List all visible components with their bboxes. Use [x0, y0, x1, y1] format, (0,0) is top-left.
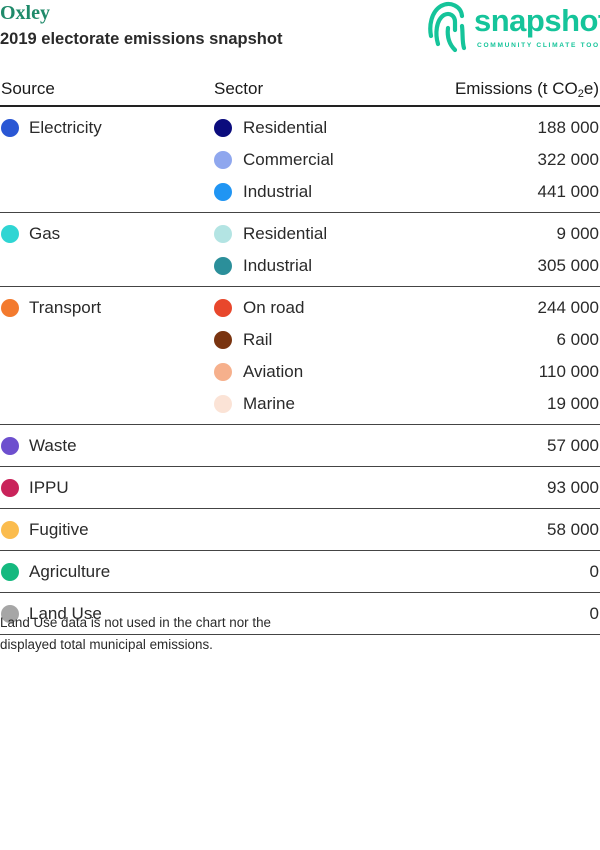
table-header: Source Sector Emissions (t CO2e) [0, 74, 600, 107]
source-label: Transport [29, 298, 102, 317]
table-row: 0 [0, 598, 600, 630]
emissions-column-header: Emissions (t CO2e) [454, 79, 599, 100]
table-row: Commercial 322 000 [0, 144, 600, 176]
source-group-fugitive: Fugitive 58 000 [0, 509, 600, 551]
source-label: Fugitive [29, 520, 89, 539]
fingerprint-icon [428, 1, 467, 53]
page-subtitle: 2019 electorate emissions snapshot [0, 30, 283, 48]
source-label: Agriculture [29, 562, 111, 581]
emissions-value: 57 000 [547, 436, 599, 455]
sector-color-dot [214, 395, 232, 413]
table-row: Rail 6 000 [0, 324, 600, 356]
source-label: Land Use [29, 604, 102, 623]
table-row: 57 000 [0, 430, 600, 462]
sector-label: Industrial [243, 256, 312, 275]
source-group-electricity: Electricity Residential 188 000 Commercial 3… [0, 107, 600, 213]
emissions-value: 58 000 [547, 520, 599, 539]
source-group-waste: Waste 57 000 [0, 425, 600, 467]
emissions-value: 0 [589, 562, 599, 581]
table-row: Industrial 441 000 [0, 176, 600, 208]
emissions-value: 19 000 [547, 394, 599, 413]
source-color-dot [1, 479, 19, 497]
sector-label: Commercial [243, 150, 334, 169]
source-group-transport: Transport On road 244 000 Rail 6 000 Aviation… [0, 287, 600, 425]
sector-label: Residential [243, 118, 328, 137]
sector-label: Aviation [243, 362, 304, 381]
sector-color-dot [214, 363, 232, 381]
source-label: Electricity [29, 118, 102, 137]
source-label: Waste [29, 436, 77, 455]
source-label: IPPU [29, 478, 69, 497]
table-row: 58 000 [0, 514, 600, 546]
emissions-value: 322 000 [537, 150, 599, 169]
source-color-dot [1, 605, 19, 623]
table-row: Marine 19 000 [0, 388, 600, 420]
sector-label: Rail [243, 330, 273, 349]
source-color-dot [1, 299, 19, 317]
footnote: Land Use data is not used in the chart n… [0, 615, 271, 652]
source-group-gas: Gas Residential 9 000 Industrial 305 000 [0, 213, 600, 287]
emissions-value: 244 000 [537, 298, 599, 317]
sector-label: On road [243, 298, 305, 317]
sector-label: Industrial [243, 182, 312, 201]
table-row: Aviation 110 000 [0, 356, 600, 388]
sector-color-dot [214, 225, 232, 243]
table-row: 0 [0, 556, 600, 588]
source-color-dot [1, 225, 19, 243]
sector-label: Marine [243, 394, 295, 413]
emissions-value: 441 000 [537, 182, 599, 201]
sector-color-dot [214, 299, 232, 317]
emissions-value: 110 000 [538, 362, 599, 381]
sector-color-dot [214, 119, 232, 137]
logo-wordmark: snapshot [474, 3, 600, 38]
source-color-dot [1, 437, 19, 455]
snapshot-logo: snapshot COMMUNITY CLIMATE TOOL [428, 0, 600, 54]
sector-color-dot [214, 331, 232, 349]
source-label: Gas [29, 224, 61, 243]
sector-label: Residential [243, 224, 328, 243]
emissions-value: 6 000 [556, 330, 599, 349]
logo-tagline: COMMUNITY CLIMATE TOOL [477, 42, 600, 49]
table-row: Residential 9 000 [0, 218, 600, 250]
source-group-ippu: IPPU 93 000 [0, 467, 600, 509]
source-group-agriculture: Agriculture 0 [0, 551, 600, 593]
emissions-value: 9 000 [556, 224, 599, 243]
emissions-value: 0 [589, 604, 599, 623]
source-column-header: Source [1, 79, 55, 98]
source-color-dot [1, 563, 19, 581]
emissions-value: 93 000 [547, 478, 599, 497]
emissions-value: 188 000 [537, 118, 599, 137]
sector-column-header: Sector [214, 79, 264, 98]
sector-color-dot [214, 183, 232, 201]
place-name: Oxley [0, 2, 50, 24]
sector-color-dot [214, 151, 232, 169]
emissions-value: 305 000 [537, 256, 599, 275]
sector-color-dot [214, 257, 232, 275]
table-row: Industrial 305 000 [0, 250, 600, 282]
table-row: Residential 188 000 [0, 112, 600, 144]
table-row: On road 244 000 [0, 292, 600, 324]
table-row: 93 000 [0, 472, 600, 504]
source-color-dot [1, 521, 19, 539]
source-color-dot [1, 119, 19, 137]
source-group-land-use: Land Use 0 [0, 593, 600, 635]
